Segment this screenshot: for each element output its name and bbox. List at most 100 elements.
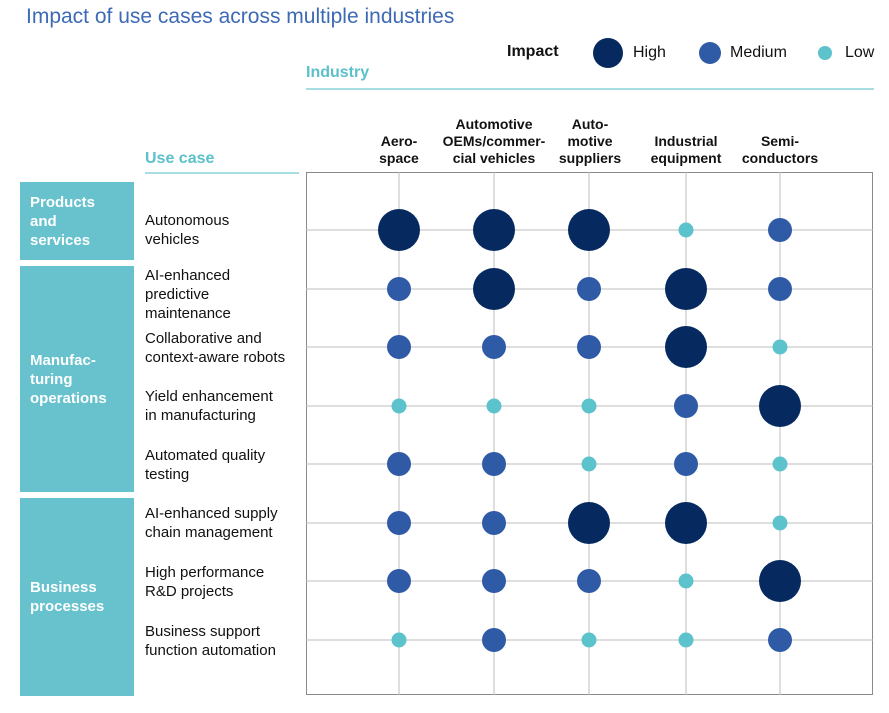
industry-header: Industry [306,64,370,81]
group-label-line: turing [30,370,73,388]
row-label-line: function automation [145,642,276,659]
bubble-row-6-col-4-high [759,560,801,602]
row-label-line: High performance [145,564,265,581]
bubble-row-6-col-2-medium [577,569,601,593]
row-label-yield-enhancement: Yield enhancement in manufacturing [145,387,273,425]
column-header-industrial-equipment: Industrial equipment [621,116,751,167]
bubble-row-0-col-0-high [378,209,420,251]
row-label-predictive-maintenance: AI-enhanced predictive maintenance [145,266,231,323]
bubble-row-5-col-3-high [665,502,707,544]
column-header-line: space [379,150,419,166]
bubble-row-3-col-3-medium [674,394,698,418]
column-header-aerospace: Aero- space [334,116,464,167]
bubble-row-0-col-3-low [678,222,694,238]
group-products-and-services: Products and services [20,182,134,260]
column-header-automotive-suppliers: Auto- motive suppliers [525,116,655,167]
chart-title: Impact of use cases across multiple indu… [26,5,455,28]
bubble-row-7-col-3-low [678,632,694,648]
legend-low-dot [818,46,832,60]
row-label-supply-chain: AI-enhanced supply chain management [145,504,278,542]
bubble-row-6-col-3-low [678,573,694,589]
bubble-row-7-col-0-low [391,632,407,648]
bubble-row-2-col-0-medium [387,335,411,359]
column-header-line: motive [567,133,613,149]
column-header-line: Aero- [380,133,418,149]
row-label-line: context-aware robots [145,349,286,366]
row-label-line: maintenance [145,305,231,322]
group-label-line: processes [30,598,105,615]
row-label-line: predictive [145,286,210,303]
legend-medium-label: Medium [730,44,787,61]
legend-medium-dot [699,42,721,64]
group-manufacturing-operations: Manufac- turing operations [20,266,134,492]
legend-high-dot [593,38,623,68]
row-label-line: testing [145,466,190,483]
use-case-rule [145,172,299,174]
row-label-rd-projects: High performance R&D projects [145,563,264,601]
row-label-line: Autonomous [145,212,230,229]
bubble-row-7-col-1-medium [482,628,506,652]
bubble-row-3-col-0-low [391,398,407,414]
bubble-matrix-svg [306,172,873,695]
industry-rule [306,88,874,90]
column-header-line: Automotive [455,116,533,132]
row-label-line: Business support [145,623,261,640]
row-label-automated-quality-testing: Automated quality testing [145,446,265,484]
row-label-line: Collaborative and [145,330,262,347]
column-header-line: Auto- [571,116,609,132]
bubble-row-0-col-2-high [568,209,610,251]
row-label-line: in manufacturing [145,407,256,424]
column-header-line: Industrial [654,133,718,149]
bubble-matrix-plot [306,172,873,695]
bubble-row-5-col-4-low [772,515,788,531]
column-header-line: OEMs/commer- [442,133,546,149]
column-header-line: suppliers [558,150,622,166]
bubble-row-4-col-0-medium [387,452,411,476]
bubble-row-5-col-0-medium [387,511,411,535]
row-label-line: Yield enhancement [145,388,273,405]
bubble-row-4-col-1-medium [482,452,506,476]
bubble-row-1-col-0-medium [387,277,411,301]
bubble-row-4-col-4-low [772,456,788,472]
use-case-header: Use case [145,150,215,167]
row-label-business-support: Business support function automation [145,622,276,660]
bubble-row-1-col-4-medium [768,277,792,301]
column-header-line: Semi- [760,133,800,149]
row-label-line: Automated quality [145,447,266,464]
row-label-line: chain management [145,524,273,541]
group-label-line: Manufac- [30,351,96,369]
bubble-row-2-col-1-medium [482,335,506,359]
column-header-line: equipment [650,150,722,166]
group-label-line: operations [30,389,107,407]
column-header-line: conductors [741,150,819,166]
group-label-line: Business [30,579,97,596]
legend-title: Impact [507,43,559,60]
bubble-row-1-col-1-high [473,268,515,310]
legend-high-label: High [633,44,666,61]
bubble-row-7-col-4-medium [768,628,792,652]
row-label-collaborative-robots: Collaborative and context-aware robots [145,329,285,367]
bubble-row-3-col-4-high [759,385,801,427]
bubble-row-2-col-3-high [665,326,707,368]
bubble-row-2-col-4-low [772,339,788,355]
bubble-row-5-col-1-medium [482,511,506,535]
bubble-row-0-col-1-high [473,209,515,251]
bubble-row-3-col-2-low [581,398,597,414]
bubble-row-4-col-3-medium [674,452,698,476]
row-label-line: AI-enhanced [145,267,231,284]
group-business-processes: Business processes [20,498,134,696]
bubble-row-1-col-3-high [665,268,707,310]
group-label-line: Products [30,193,96,211]
group-label-line: services [30,231,91,249]
bubble-row-4-col-2-low [581,456,597,472]
bubble-row-6-col-1-medium [482,569,506,593]
row-label-line: AI-enhanced supply [145,505,278,522]
bubble-row-1-col-2-medium [577,277,601,301]
bubble-row-2-col-2-medium [577,335,601,359]
legend-low-label: Low [845,44,875,61]
column-header-automotive-oems: Automotive OEMs/commer- cial vehicles [429,116,559,167]
bubble-row-7-col-2-low [581,632,597,648]
column-header-semiconductors: Semi- conductors [715,116,845,167]
group-label-line: and [30,212,57,230]
row-label-line: R&D projects [145,583,234,600]
